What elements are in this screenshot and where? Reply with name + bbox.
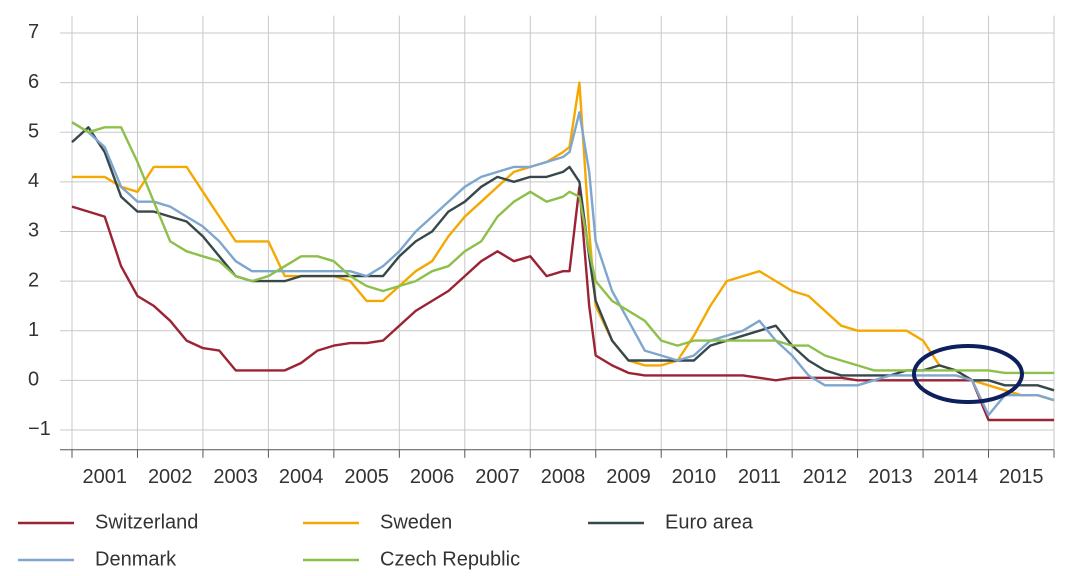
x-tick-label: 2015 — [999, 466, 1044, 488]
legend-label: Euro area — [665, 511, 754, 533]
legend-label: Denmark — [95, 548, 177, 570]
y-tick-label: 0 — [28, 369, 39, 391]
y-tick-label: 6 — [28, 71, 39, 93]
x-tick-label: 2011 — [738, 466, 781, 488]
x-tick-label: 2003 — [213, 466, 258, 488]
y-tick-label: 3 — [28, 220, 39, 242]
x-tick-label: 2002 — [148, 466, 193, 488]
series-line — [72, 81, 1055, 402]
x-tick-label: 2009 — [606, 466, 651, 488]
x-tick-label: 2008 — [541, 466, 586, 488]
axes: −1 0 1 2 3 4 5 6 7 2001 2002 2003 2004 2005 2006 2007 20… — [28, 21, 1055, 488]
legend-label: Czech Republic — [380, 548, 520, 570]
legend-label: Switzerland — [95, 511, 198, 533]
y-tick-label: 1 — [28, 319, 39, 341]
x-tick-label: 2013 — [868, 466, 913, 488]
x-tick-label: 2010 — [672, 466, 717, 488]
series-line — [71, 185, 1054, 422]
lines — [71, 81, 1055, 422]
y-tick-label: 2 — [28, 269, 39, 291]
y-tick-label: −1 — [28, 418, 51, 440]
y-tick-label: 7 — [28, 21, 39, 43]
x-tick-label: 2001 — [82, 466, 127, 488]
x-tick-label: 2007 — [475, 466, 520, 488]
x-tick-label: 2012 — [803, 466, 848, 488]
x-tick-label: 2005 — [344, 466, 389, 488]
legend: Switzerland Sweden Euro area Denmark Czech R… — [18, 511, 754, 570]
y-tick-label: 4 — [28, 170, 39, 192]
x-tick-label: 2004 — [279, 466, 324, 488]
y-tick-label: 5 — [28, 120, 39, 142]
x-tick-label: 2006 — [410, 466, 455, 488]
series-line — [71, 111, 1055, 417]
series-line — [71, 121, 1054, 375]
highlight-ellipse — [912, 344, 1024, 404]
legend-label: Sweden — [380, 511, 452, 533]
x-tick-label: 2014 — [934, 466, 979, 488]
